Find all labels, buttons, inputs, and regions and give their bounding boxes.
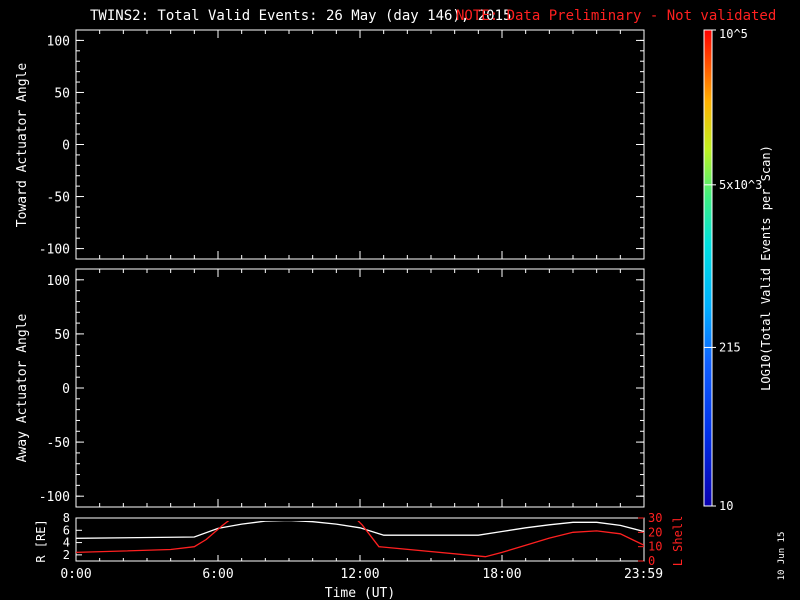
away-angle-panel: 100 50 0 -50 -100 Away Actuator Angle: [15, 268, 645, 508]
l-shell-tick-label: 0: [648, 554, 655, 568]
toward-panel-frame: [75, 29, 645, 260]
toward-y-axis-label: Toward Actuator Angle: [15, 63, 30, 228]
y-tick-label: -100: [39, 490, 70, 505]
x-tick-label: 6:00: [202, 567, 233, 582]
x-tick-label: 12:00: [340, 567, 379, 582]
toward-axes: 100 50 0 -50 -100: [39, 30, 645, 259]
orbit-lines: [76, 521, 644, 558]
r-axis-label: R [RE]: [34, 519, 48, 562]
l-shell-series-line: [76, 521, 644, 558]
date-stamp: 10 Jun 15: [777, 532, 787, 581]
x-tick-label: 0:00: [60, 567, 91, 582]
r-tick-label: 2: [63, 548, 70, 562]
l-shell-tick-label: 20: [648, 525, 662, 539]
y-tick-label: 0: [62, 382, 70, 397]
time-axis-label: Time (UT): [325, 586, 395, 600]
x-tick-label: 23:59: [624, 567, 663, 582]
away-panel-frame: [75, 268, 645, 508]
y-tick-label: 50: [54, 328, 70, 343]
l-shell-tick-label: 10: [648, 540, 662, 554]
colorbar-tick-label: 5x10^3: [719, 178, 762, 192]
colorbar-tick-label: 215: [719, 340, 741, 354]
toward-angle-panel: 100 50 0 -50 -100 Toward Actuator Angle: [15, 29, 645, 260]
r-tick-label: 8: [63, 511, 70, 525]
colorbar-tick-label: 10^5: [719, 27, 748, 41]
y-tick-label: -100: [39, 243, 70, 258]
colorbar: 10^5 5x10^3 215 10 LOG10(Total Valid Events…: [703, 27, 773, 513]
figure-title: TWINS2: Total Valid Events: 26 May (day …: [90, 8, 511, 24]
y-tick-label: -50: [47, 436, 70, 451]
r-series-line: [76, 521, 644, 539]
r-tick-label: 6: [63, 523, 70, 537]
r-tick-label: 4: [63, 536, 70, 550]
l-shell-axis-label: L Shell: [671, 516, 685, 567]
y-tick-label: 100: [47, 274, 70, 289]
colorbar-label: LOG10(Total Valid Events per Scan): [759, 145, 773, 391]
y-tick-label: -50: [47, 191, 70, 206]
colorbar-gradient: [704, 30, 712, 506]
away-axes: 100 50 0 -50 -100: [39, 269, 645, 507]
preliminary-note: NOTE: Data Preliminary - Not validated: [456, 8, 776, 24]
colorbar-ticks: 10^5 5x10^3 215 10: [704, 27, 762, 513]
x-tick-label: 18:00: [482, 567, 521, 582]
y-tick-label: 0: [62, 139, 70, 154]
y-tick-label: 50: [54, 86, 70, 101]
colorbar-tick-label: 10: [719, 499, 733, 513]
y-tick-label: 100: [47, 34, 70, 49]
away-y-axis-label: Away Actuator Angle: [15, 313, 30, 462]
l-shell-tick-label: 30: [648, 511, 662, 525]
